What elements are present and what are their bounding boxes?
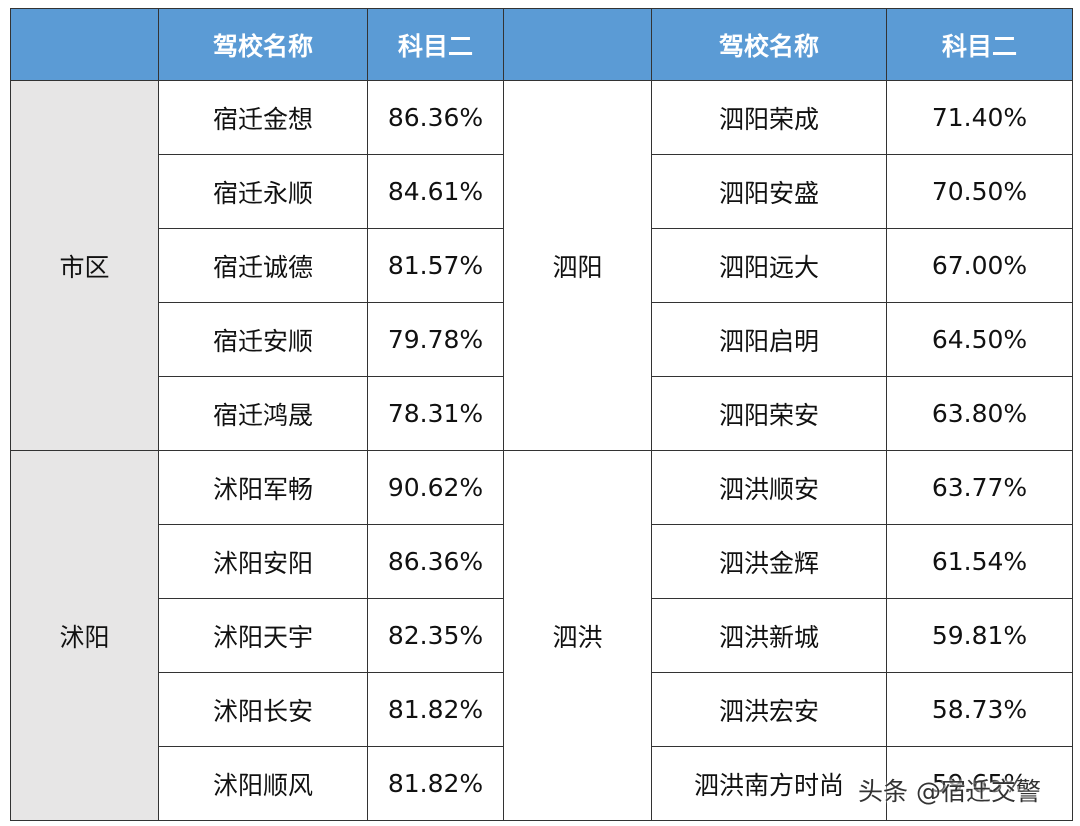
region-cell: 市区 — [10, 80, 159, 451]
school-name: 泗阳远大 — [651, 228, 887, 303]
header-blank — [503, 8, 652, 81]
pass-rate: 78.31% — [367, 376, 504, 451]
watermark: 头条 @宿迁交警 — [858, 777, 1041, 806]
school-name: 宿迁诚德 — [158, 228, 368, 303]
pass-rate: 79.78% — [367, 302, 504, 377]
pass-rate: 81.82% — [367, 746, 504, 821]
region-cell: 沭阳 — [10, 450, 159, 821]
pass-rate: 82.35% — [367, 598, 504, 673]
school-name: 泗洪金辉 — [651, 524, 887, 599]
school-name: 泗阳荣安 — [651, 376, 887, 451]
school-name: 泗洪新城 — [651, 598, 887, 673]
school-name: 宿迁金想 — [158, 80, 368, 155]
pass-rate: 86.36% — [367, 80, 504, 155]
pass-rate: 84.61% — [367, 154, 504, 229]
pass-rate: 81.82% — [367, 672, 504, 747]
school-name: 沭阳顺风 — [158, 746, 368, 821]
pass-rate: 61.54% — [886, 524, 1073, 599]
pass-rate: 63.77% — [886, 450, 1073, 525]
school-name: 泗阳启明 — [651, 302, 887, 377]
school-name: 泗洪南方时尚 — [651, 746, 887, 821]
region-cell: 泗洪 — [503, 450, 652, 821]
school-name: 宿迁鸿晟 — [158, 376, 368, 451]
pass-rate: 67.00% — [886, 228, 1073, 303]
pass-rate: 59.81% — [886, 598, 1073, 673]
school-name: 泗洪宏安 — [651, 672, 887, 747]
header-cell: 驾校名称 — [158, 8, 368, 81]
header-cell: 科目二 — [367, 8, 504, 81]
school-name: 沭阳安阳 — [158, 524, 368, 599]
pass-rate: 63.80% — [886, 376, 1073, 451]
region-cell: 泗阳 — [503, 80, 652, 451]
school-name: 沭阳长安 — [158, 672, 368, 747]
school-name: 宿迁永顺 — [158, 154, 368, 229]
school-name: 沭阳天宇 — [158, 598, 368, 673]
pass-rate: 70.50% — [886, 154, 1073, 229]
school-name: 泗洪顺安 — [651, 450, 887, 525]
pass-rate: 86.36% — [367, 524, 504, 599]
school-name: 泗阳荣成 — [651, 80, 887, 155]
pass-rate: 71.40% — [886, 80, 1073, 155]
school-name: 泗阳安盛 — [651, 154, 887, 229]
pass-rate: 81.57% — [367, 228, 504, 303]
pass-rate: 64.50% — [886, 302, 1073, 377]
school-name: 宿迁安顺 — [158, 302, 368, 377]
header-cell: 驾校名称 — [651, 8, 887, 81]
school-name: 沭阳军畅 — [158, 450, 368, 525]
pass-rate: 90.62% — [367, 450, 504, 525]
pass-rate: 59.65% — [886, 746, 1073, 821]
pass-rate: 58.73% — [886, 672, 1073, 747]
header-blank — [10, 8, 159, 81]
header-cell: 科目二 — [886, 8, 1073, 81]
